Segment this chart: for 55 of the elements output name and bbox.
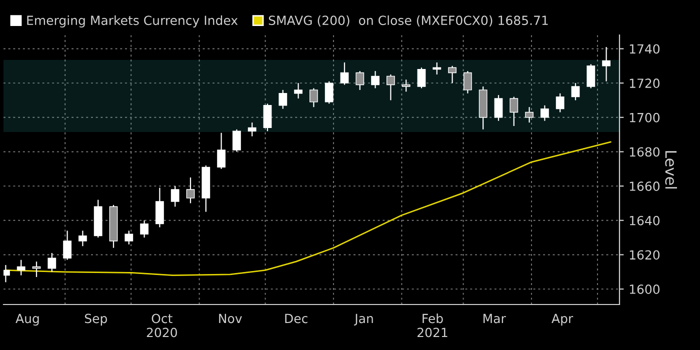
candlestick [32, 261, 41, 278]
candlestick [602, 46, 610, 82]
candlestick [324, 80, 334, 104]
candlestick [386, 74, 395, 101]
line-series [5, 141, 612, 276]
x-tick-label: Mar [484, 314, 506, 324]
candlestick [63, 230, 72, 260]
x-tick-label: Apr [552, 314, 574, 326]
candlestick [556, 92, 564, 113]
legend-label: SMAVG (200) on Close (MXEF0CX0) 1685.71 [268, 15, 548, 27]
y-tick-label: 1740 [630, 44, 660, 54]
candlestick [464, 70, 472, 94]
candlestick [371, 70, 380, 89]
candlestick [124, 230, 134, 245]
y-tick-label: 1660 [630, 182, 660, 191]
candlestick [294, 82, 302, 100]
y-tick-label: 1700 [630, 112, 660, 122]
candlestick [186, 176, 195, 204]
candlestick [263, 103, 272, 132]
candlestick [402, 79, 410, 92]
candlestick [278, 89, 288, 110]
candlestick [448, 65, 456, 84]
candlestick [232, 128, 241, 152]
x-tick-label: Sep [84, 314, 107, 326]
candlestick [340, 62, 349, 86]
candlestick [170, 186, 180, 208]
y-tick-label: 1640 [630, 216, 660, 226]
y-tick-label: 1620 [630, 250, 660, 260]
candlestick [78, 230, 87, 247]
x-tick-label: Jan [354, 314, 373, 326]
candlestick [586, 64, 596, 89]
y-axis-title: Level [665, 151, 678, 188]
x-tick-label: Nov [219, 314, 242, 324]
x-tick-label: Aug [16, 314, 39, 326]
candlestick [525, 106, 534, 124]
candlestick [248, 122, 256, 137]
x-tick-label: Oct 2020 [146, 314, 177, 338]
candlestick [217, 132, 226, 170]
candlestick [510, 96, 518, 127]
y-tick-label: 1680 [630, 147, 660, 157]
y-tick-label: 1600 [630, 284, 660, 294]
x-tick-label: Dec [285, 314, 308, 324]
candlestick [417, 67, 426, 89]
candlestick [494, 94, 503, 122]
y-tick-label: 1720 [630, 78, 660, 88]
candlestick [356, 70, 364, 90]
candlestick [540, 104, 549, 122]
x-tick-label: Feb 2021 [418, 314, 448, 338]
candlestick [16, 259, 26, 276]
candlestick [310, 88, 318, 108]
candlestick [48, 252, 56, 272]
candlestick [140, 220, 148, 238]
candlestick [571, 82, 580, 101]
legend-label: Emerging Markets Currency Index [27, 15, 238, 28]
candlestick [156, 187, 164, 228]
